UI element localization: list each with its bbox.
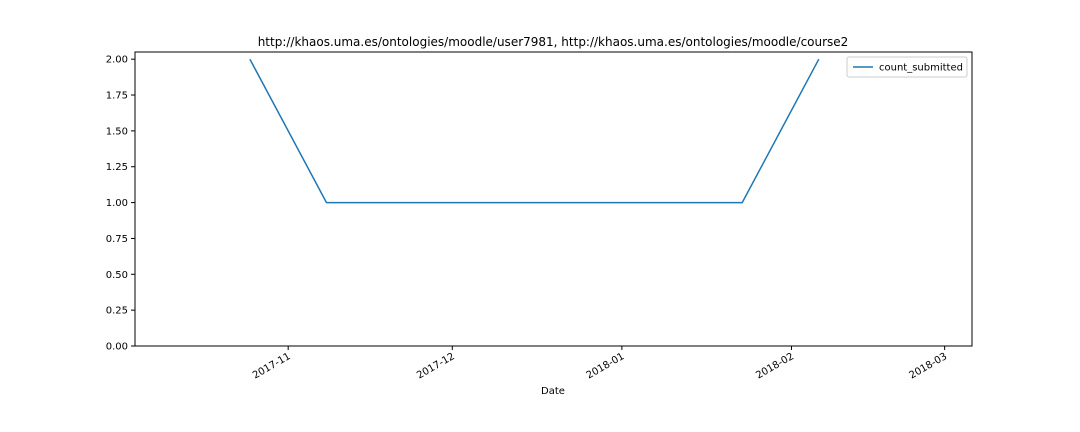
legend-box bbox=[846, 56, 968, 78]
y-tick-label: 1.00 bbox=[106, 198, 128, 209]
plot-layer bbox=[249, 58, 820, 204]
x-tick-label: 2017-11 bbox=[251, 351, 293, 381]
y-tick-label: 0.50 bbox=[106, 270, 128, 281]
y-tick-label: 1.25 bbox=[106, 162, 128, 173]
y-tick-label: 2.00 bbox=[106, 55, 128, 66]
x-tick-label: 2017-12 bbox=[415, 351, 457, 381]
y-tick-label: 1.75 bbox=[106, 91, 128, 102]
y-axis: 0.00 0.25 0.50 0.75 1.00 1.25 1.50 1.75 2.00 bbox=[106, 55, 135, 353]
chart-title: http://khaos.uma.es/ontologies/moodle/us… bbox=[258, 35, 849, 49]
x-tick-label: 2018-02 bbox=[754, 351, 796, 381]
plot-frame bbox=[134, 51, 973, 347]
x-tick-label: 2018-03 bbox=[907, 351, 949, 381]
y-tick-label: 0.25 bbox=[106, 306, 128, 317]
y-tick-label: 0.75 bbox=[106, 234, 128, 245]
y-tick-label: 0.00 bbox=[106, 342, 128, 353]
x-axis: 2017-11 2017-12 2018-01 2018-02 2018-03 bbox=[251, 346, 949, 381]
x-tick-label: 2018-01 bbox=[585, 351, 627, 381]
legend: count_submitted bbox=[846, 56, 968, 78]
series-line-count-submitted bbox=[249, 58, 820, 204]
y-tick-label: 1.50 bbox=[106, 126, 128, 137]
legend-label: count_submitted bbox=[879, 63, 963, 74]
x-axis-label: Date bbox=[541, 386, 565, 397]
